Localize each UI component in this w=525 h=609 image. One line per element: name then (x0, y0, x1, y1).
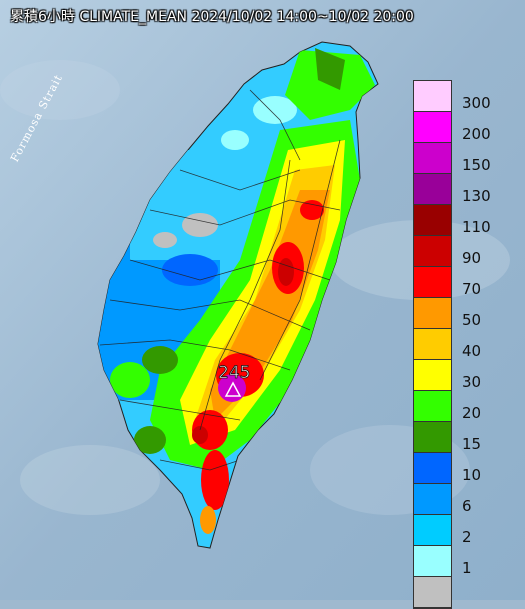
legend-label: 30 (462, 373, 482, 391)
legend-colorbar (413, 80, 452, 609)
legend-swatch (414, 236, 451, 267)
legend-label: 20 (462, 404, 482, 422)
legend-label: 150 (462, 156, 491, 174)
legend-swatch (414, 546, 451, 577)
legend-label: 70 (462, 280, 482, 298)
legend-label: 1 (462, 559, 472, 577)
map-title: 累積6小時 CLIMATE_MEAN 2024/10/02 14:00~10/0… (10, 9, 414, 25)
legend-label: 300 (462, 94, 491, 112)
legend-swatch (414, 453, 451, 484)
legend-swatch (414, 422, 451, 453)
legend-label: 10 (462, 466, 482, 484)
legend-swatch (414, 174, 451, 205)
max-value-label: 245 (218, 363, 250, 383)
legend-swatch (414, 577, 451, 608)
legend-swatch (414, 360, 451, 391)
legend-label: 6 (462, 497, 472, 515)
legend-swatch (414, 112, 451, 143)
legend-label: 2 (462, 528, 472, 546)
legend-swatch (414, 298, 451, 329)
max-station-marker (224, 381, 242, 397)
legend-swatch (414, 329, 451, 360)
legend-label: 130 (462, 187, 491, 205)
legend-label: 15 (462, 435, 482, 453)
legend-label: 90 (462, 249, 482, 267)
legend-swatch (414, 391, 451, 422)
legend-swatch (414, 484, 451, 515)
legend-swatch (414, 267, 451, 298)
legend-swatch (414, 205, 451, 236)
legend-label: 110 (462, 218, 491, 236)
legend-label: 40 (462, 342, 482, 360)
legend-swatch (414, 81, 451, 112)
legend-label: 50 (462, 311, 482, 329)
legend-swatch (414, 515, 451, 546)
legend-label: 200 (462, 125, 491, 143)
legend-swatch (414, 143, 451, 174)
